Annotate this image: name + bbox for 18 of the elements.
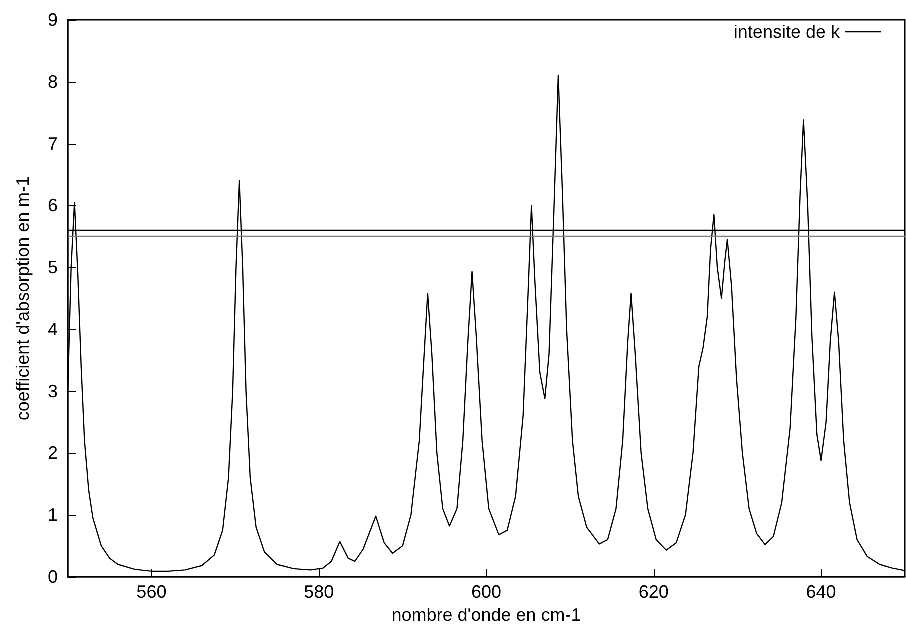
x-tick-label: 640: [806, 582, 836, 602]
x-tick-label: 580: [304, 582, 334, 602]
y-tick-label: 4: [48, 319, 58, 340]
y-tick-label: 1: [48, 505, 58, 526]
x-axis-title: nombre d'onde en cm-1: [392, 604, 582, 625]
x-tick-label: 620: [638, 582, 669, 602]
y-tick-label: 5: [48, 258, 58, 278]
y-axis-title: coefficient d'absorption en m-1: [13, 176, 33, 421]
x-tick-label: 600: [471, 582, 502, 602]
y-tick-label: 9: [48, 10, 58, 30]
x-tick-label: 560: [136, 582, 167, 602]
legend-label: intensite de k: [734, 22, 841, 42]
y-tick-label: 2: [48, 443, 58, 464]
y-tick-label: 7: [48, 134, 58, 154]
y-tick-label: 8: [48, 72, 58, 92]
y-tick-label: 6: [48, 196, 58, 216]
y-tick-label: 0: [48, 567, 58, 587]
y-tick-label: 3: [48, 381, 58, 402]
